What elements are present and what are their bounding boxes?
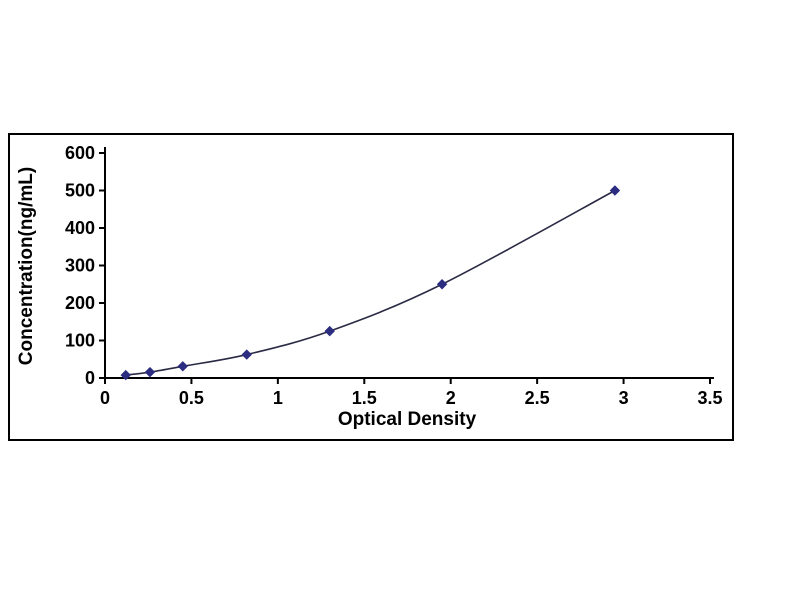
data-point-marker [241, 349, 252, 360]
data-point-marker [144, 366, 156, 378]
data-point-marker [120, 369, 131, 381]
standard-curve-line [125, 189, 616, 376]
ticks-layer: 0 100 200 300 400 500 600 0 0.5 1 1.5 2 2.5 3 3.5 [65, 143, 723, 408]
standard-curve-figure: 0 100 200 300 400 500 600 0 0.5 1 1.5 2 2.5 3 3.5 Opti… [8, 133, 734, 441]
y-tick-label: 400 [65, 218, 95, 238]
y-tick-label: 600 [65, 143, 95, 163]
x-tick-label: 1 [273, 388, 283, 408]
x-tick-label: 2.5 [525, 388, 550, 408]
y-tick-label: 300 [65, 256, 95, 276]
data-point-marker [609, 185, 621, 196]
data-point-marker [177, 361, 188, 372]
y-tick-label: 500 [65, 181, 95, 201]
x-tick-label: 0 [100, 388, 110, 408]
x-tick-label: 0.5 [179, 388, 204, 408]
data-series-layer [120, 185, 621, 381]
axes-layer [104, 147, 714, 379]
y-tick-label: 100 [65, 331, 95, 351]
data-point-marker [324, 325, 335, 337]
data-point-marker [436, 279, 448, 290]
x-tick-label: 2 [446, 388, 456, 408]
y-axis-label: Concentration(ng/mL) [16, 167, 37, 365]
x-tick-label: 1.5 [352, 388, 377, 408]
y-tick-label: 0 [85, 368, 95, 388]
y-tick-label: 200 [65, 293, 95, 313]
x-tick-label: 3 [619, 388, 629, 408]
x-tick-label: 3.5 [697, 388, 722, 408]
x-axis-label: Optical Density [338, 409, 477, 430]
chart-svg: 0 100 200 300 400 500 600 0 0.5 1 1.5 2 2.5 3 3.5 Opti… [16, 143, 723, 430]
